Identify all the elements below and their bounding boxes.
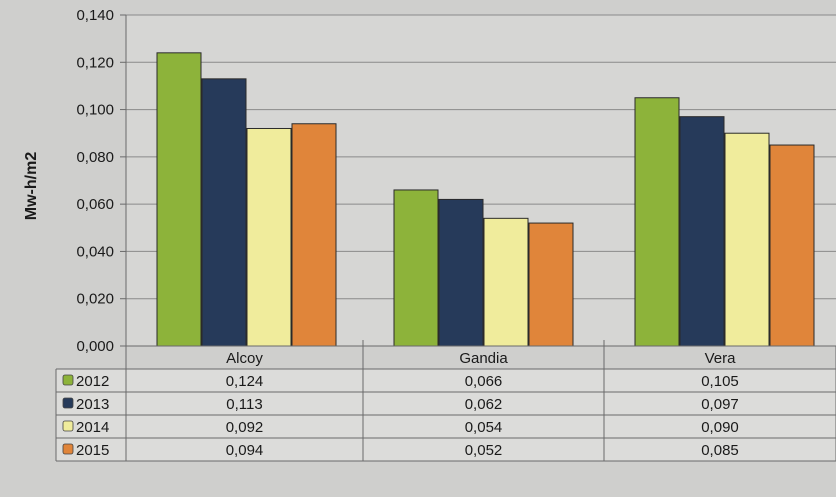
category-label: Vera xyxy=(705,350,737,367)
legend-label: 2013 xyxy=(76,396,109,413)
bar-alcoy-2013 xyxy=(201,78,247,347)
category-label: Gandia xyxy=(459,350,508,367)
bar-vera-2015 xyxy=(769,144,815,347)
table-cell-value: 0,054 xyxy=(465,419,503,436)
table-cell-value: 0,066 xyxy=(465,373,503,390)
legend-swatch-2014 xyxy=(62,420,74,432)
table-cell-value: 0,090 xyxy=(701,419,739,436)
bar-alcoy-2015 xyxy=(291,123,337,347)
table-cell-value: 0,105 xyxy=(701,373,739,390)
bar-vera-2012 xyxy=(634,97,680,347)
y-tick-label: 0,080 xyxy=(76,149,114,166)
bar-gandia-2014 xyxy=(483,217,529,347)
y-axis-label: Mw-h/m2 xyxy=(23,152,40,221)
bar-gandia-2015 xyxy=(528,222,574,347)
bar-gandia-2012 xyxy=(393,189,439,347)
legend-label: 2012 xyxy=(76,373,109,390)
table-cell-value: 0,094 xyxy=(226,442,264,459)
category-label: Alcoy xyxy=(226,350,263,367)
bar-alcoy-2014 xyxy=(246,127,292,347)
bar-vera-2013 xyxy=(679,116,725,347)
y-tick-label: 0,120 xyxy=(76,54,114,71)
legend-swatch-2012 xyxy=(62,374,74,386)
y-tick-label: 0,000 xyxy=(76,338,114,355)
legend-label: 2015 xyxy=(76,442,109,459)
y-tick-label: 0,020 xyxy=(76,291,114,308)
y-tick-label: 0,100 xyxy=(76,102,114,119)
bars xyxy=(156,52,815,347)
table-cell-value: 0,113 xyxy=(226,396,262,413)
y-tick-label: 0,040 xyxy=(76,243,114,260)
legend-label: 2014 xyxy=(76,419,109,436)
bar-alcoy-2012 xyxy=(156,52,202,347)
table-cell-value: 0,062 xyxy=(465,396,503,413)
table-cell-value: 0,092 xyxy=(226,419,264,436)
legend-swatch-2013 xyxy=(62,397,74,409)
table-cell-value: 0,085 xyxy=(701,442,739,459)
bar-vera-2014 xyxy=(724,132,770,347)
y-tick-label: 0,060 xyxy=(76,196,114,213)
legend-swatch-2015 xyxy=(62,443,74,455)
bar-gandia-2013 xyxy=(438,198,484,347)
table-cell-value: 0,124 xyxy=(226,373,264,390)
table-cell-value: 0,097 xyxy=(701,396,739,413)
y-tick-label: 0,140 xyxy=(76,7,114,24)
table-cell-value: 0,052 xyxy=(465,442,503,459)
y-axis: 0,140 0,120 0,100 0,080 0,060 0,040 0,020 0,000 xyxy=(76,7,605,355)
data-table: Alcoy Gandia Vera 2012 0,124 0,066 0,105 2013 0,… xyxy=(55,345,836,462)
